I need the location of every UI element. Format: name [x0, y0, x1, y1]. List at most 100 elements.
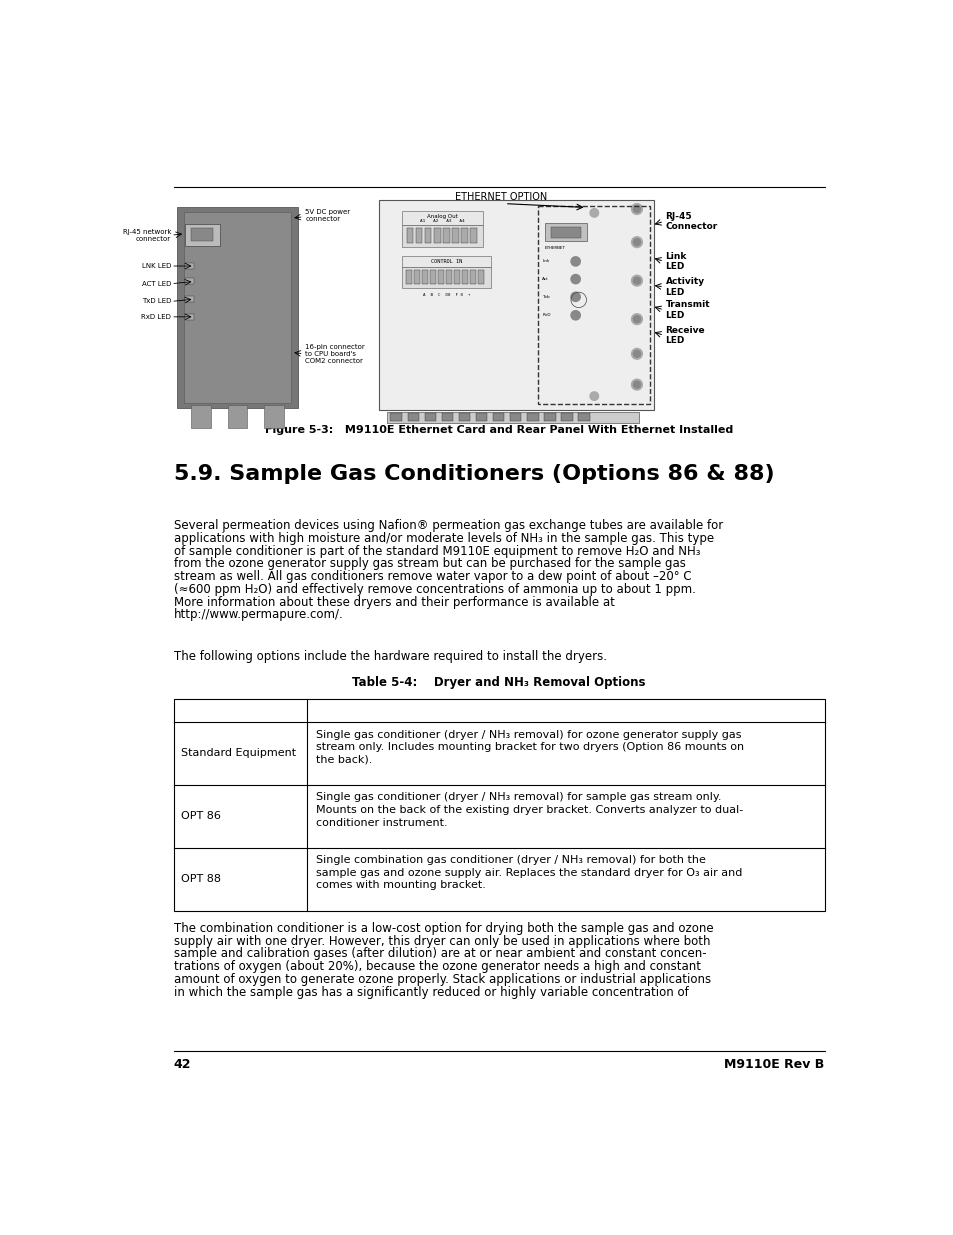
Bar — [406, 270, 412, 284]
Text: (≈600 ppm H₂O) and effectively remove concentrations of ammonia up to about 1 pp: (≈600 ppm H₂O) and effectively remove co… — [173, 583, 695, 595]
Circle shape — [571, 293, 579, 301]
Circle shape — [631, 204, 641, 215]
Text: of sample conditioner is part of the standard M9110E equipment to remove H₂O and: of sample conditioner is part of the sta… — [173, 545, 700, 558]
Circle shape — [631, 275, 641, 287]
Text: Mounts on the back of the existing dryer bracket. Converts analyzer to dual-: Mounts on the back of the existing dryer… — [316, 805, 742, 815]
Bar — [461, 270, 467, 284]
Bar — [526, 412, 537, 421]
Bar — [402, 211, 483, 225]
Circle shape — [571, 311, 579, 320]
Text: stream as well. All gas conditioners remove water vapor to a dew point of about : stream as well. All gas conditioners rem… — [173, 571, 690, 583]
Bar — [378, 200, 654, 410]
Bar — [442, 228, 449, 243]
Text: OPT 88: OPT 88 — [181, 874, 221, 884]
Bar — [228, 405, 247, 427]
Bar — [470, 270, 476, 284]
Bar — [185, 278, 194, 284]
Circle shape — [633, 316, 639, 322]
Circle shape — [633, 205, 639, 212]
Bar — [578, 412, 589, 421]
Text: A  B  C  D8  F 0  +: A B C D8 F 0 + — [422, 293, 470, 296]
Bar — [185, 225, 220, 246]
Text: OPT 86: OPT 86 — [181, 811, 221, 821]
Text: trations of oxygen (about 20%), because the ozone generator needs a high and con: trations of oxygen (about 20%), because … — [173, 960, 700, 973]
Text: ACT LED: ACT LED — [142, 280, 171, 287]
Text: RxD: RxD — [541, 314, 550, 317]
Text: stream only. Includes mounting bracket for two dryers (Option 86 mounts on: stream only. Includes mounting bracket f… — [316, 742, 743, 752]
Bar — [185, 296, 194, 303]
Bar — [402, 267, 491, 288]
Bar — [437, 270, 443, 284]
Bar — [264, 405, 283, 427]
Bar — [414, 270, 419, 284]
Bar — [543, 412, 555, 421]
Circle shape — [633, 277, 639, 284]
Bar — [550, 227, 580, 237]
Bar — [416, 228, 422, 243]
Circle shape — [631, 348, 641, 359]
Text: CONTROL IN: CONTROL IN — [431, 259, 462, 264]
Text: Standard Equipment: Standard Equipment — [181, 748, 296, 758]
Circle shape — [631, 237, 641, 247]
Text: Link
LED: Link LED — [665, 252, 686, 272]
Bar — [560, 412, 572, 421]
Text: ETHERNET OPTION: ETHERNET OPTION — [455, 193, 546, 203]
Bar — [509, 412, 521, 421]
Bar — [470, 228, 476, 243]
Bar — [454, 270, 459, 284]
Bar — [185, 263, 194, 269]
Text: The combination conditioner is a low-cost option for drying both the sample gas : The combination conditioner is a low-cos… — [173, 923, 713, 935]
Bar — [192, 227, 213, 241]
Text: http://www.permapure.com/.: http://www.permapure.com/. — [173, 609, 343, 621]
Text: A1   A2   A3   A4: A1 A2 A3 A4 — [420, 219, 465, 224]
Text: Receive
LED: Receive LED — [665, 326, 704, 345]
Bar — [177, 207, 297, 408]
Text: sample and calibration gases (after dilution) are at or near ambient and constan: sample and calibration gases (after dilu… — [173, 947, 705, 961]
Bar — [460, 228, 467, 243]
Text: Figure 5-3:   M9110E Ethernet Card and Rear Panel With Ethernet Installed: Figure 5-3: M9110E Ethernet Card and Rea… — [265, 425, 732, 436]
Text: sample gas and ozone supply air. Replaces the standard dryer for O₃ air and: sample gas and ozone supply air. Replace… — [316, 868, 741, 878]
Text: from the ozone generator supply gas stream but can be purchased for the sample g: from the ozone generator supply gas stre… — [173, 557, 684, 571]
Bar — [476, 412, 487, 421]
Text: Single gas conditioner (dryer / NH₃ removal) for sample gas stream only.: Single gas conditioner (dryer / NH₃ remo… — [316, 793, 721, 803]
Text: M9110E Rev B: M9110E Rev B — [723, 1058, 823, 1071]
Bar — [183, 212, 291, 403]
Bar — [421, 270, 427, 284]
Text: in which the sample gas has a significantly reduced or highly variable concentra: in which the sample gas has a significan… — [173, 986, 687, 999]
Circle shape — [589, 391, 598, 400]
Text: More information about these dryers and their performance is available at: More information about these dryers and … — [173, 595, 614, 609]
Bar — [424, 228, 431, 243]
Bar — [386, 411, 638, 424]
Bar — [477, 270, 483, 284]
Text: Single gas conditioner (dryer / NH₃ removal) for ozone generator supply gas: Single gas conditioner (dryer / NH₃ remo… — [316, 730, 741, 740]
Text: conditioner instrument.: conditioner instrument. — [316, 818, 447, 827]
Bar — [537, 206, 649, 404]
Bar — [430, 270, 436, 284]
Bar — [406, 228, 413, 243]
Text: Analog Out: Analog Out — [427, 215, 457, 220]
Text: amount of oxygen to generate ozone properly. Stack applications or industrial ap: amount of oxygen to generate ozone prope… — [173, 973, 710, 986]
Text: Lnk: Lnk — [541, 259, 549, 263]
Text: Txb: Txb — [541, 295, 549, 299]
Text: supply air with one dryer. However, this dryer can only be used in applications : supply air with one dryer. However, this… — [173, 935, 709, 947]
Text: ETHERNET: ETHERNET — [544, 246, 565, 249]
Text: TxD LED: TxD LED — [142, 299, 171, 305]
Text: Table 5-4:    Dryer and NH₃ Removal Options: Table 5-4: Dryer and NH₃ Removal Options — [352, 676, 645, 689]
Circle shape — [631, 379, 641, 390]
Bar — [441, 412, 453, 421]
Text: RJ-45 network
connector: RJ-45 network connector — [123, 228, 171, 242]
Bar — [407, 412, 418, 421]
Bar — [452, 228, 458, 243]
Text: Transmit
LED: Transmit LED — [665, 300, 709, 320]
Bar — [445, 270, 452, 284]
Circle shape — [633, 382, 639, 388]
Circle shape — [571, 274, 579, 284]
Text: Act: Act — [541, 277, 548, 282]
Text: LNK LED: LNK LED — [142, 263, 171, 269]
Text: RJ-45
Connector: RJ-45 Connector — [665, 211, 717, 231]
Bar — [185, 314, 194, 320]
Bar — [493, 412, 504, 421]
Circle shape — [631, 314, 641, 325]
Circle shape — [589, 209, 598, 217]
Text: RxD LED: RxD LED — [141, 314, 171, 320]
